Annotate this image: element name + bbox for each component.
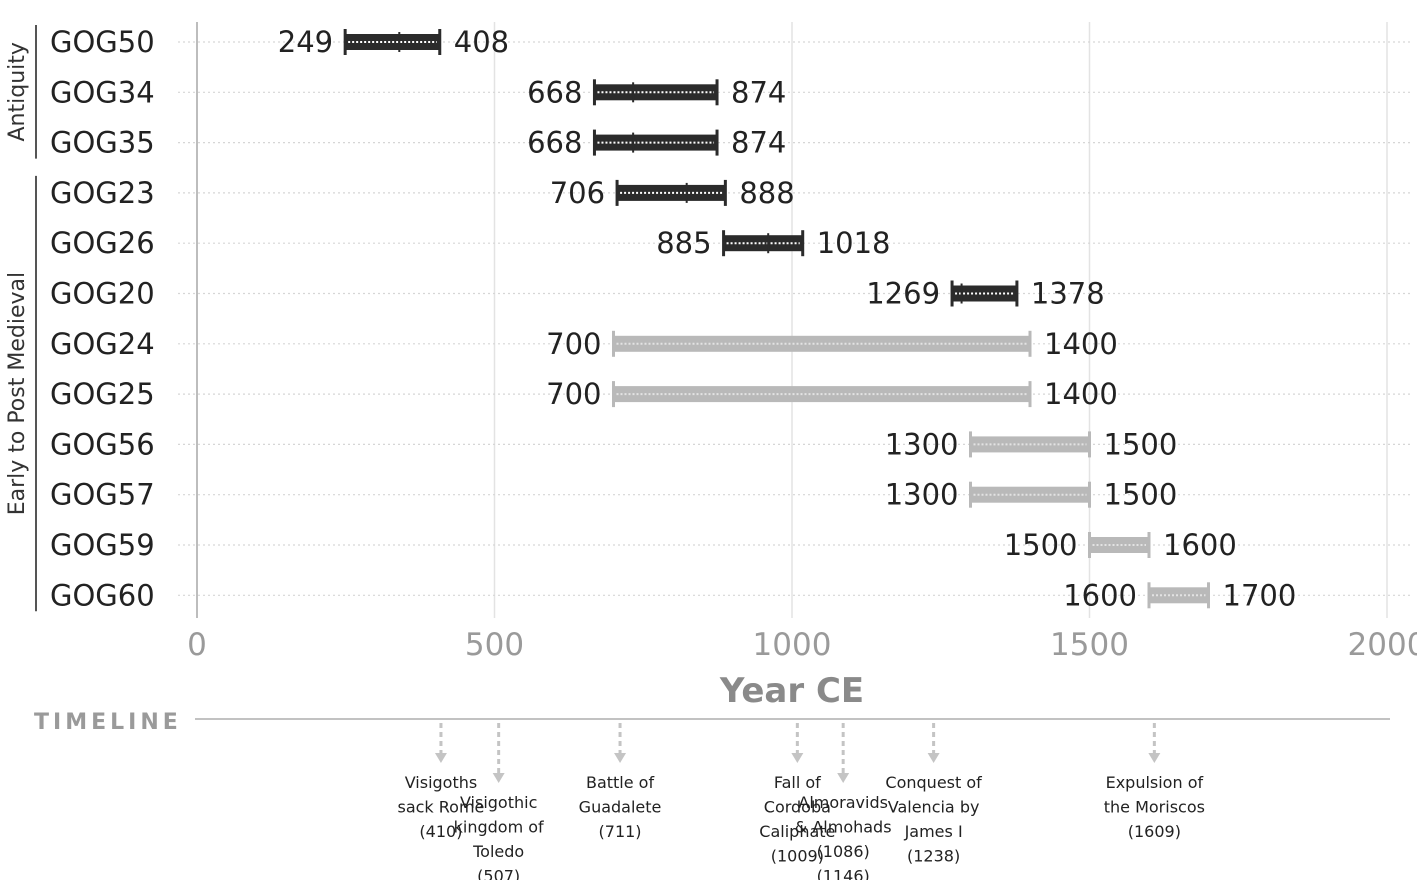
timeline-event-text: (711) xyxy=(599,822,642,841)
row-label: GOG59 xyxy=(50,528,155,562)
timeline-event-text: Visigothic xyxy=(460,793,537,812)
range-end-label: 874 xyxy=(731,126,786,160)
range-end-label: 1700 xyxy=(1223,578,1297,612)
range-bar xyxy=(594,134,718,151)
range-end-label: 1600 xyxy=(1163,528,1237,562)
timeline-arrowhead xyxy=(791,753,804,763)
timeline-event-text: Toledo xyxy=(472,842,524,861)
range-start-label: 1500 xyxy=(1004,528,1078,562)
row-label: GOG25 xyxy=(50,377,155,411)
range-end-label: 1400 xyxy=(1044,377,1118,411)
timeline-event-text: Expulsion of xyxy=(1106,773,1204,792)
row-label: GOG26 xyxy=(50,226,155,260)
timeline-event-text: kingdom of xyxy=(454,818,544,837)
timeline-event-text: the Moriscos xyxy=(1104,798,1205,817)
range-start-label: 1300 xyxy=(885,427,959,461)
range-end-label: 1018 xyxy=(817,226,891,260)
range-end-label: 888 xyxy=(739,176,794,210)
timeline-arrowhead xyxy=(837,773,850,783)
x-tick-label: 500 xyxy=(465,627,524,663)
timeline-event-text: Visigoths xyxy=(405,773,478,792)
timeline-event-text: Battle of xyxy=(586,773,654,792)
row-label: GOG35 xyxy=(50,126,155,160)
range-start-label: 1300 xyxy=(885,478,959,512)
range-start-label: 249 xyxy=(278,25,333,59)
range-bar xyxy=(617,184,726,201)
timeline-event-text: Almoravids xyxy=(798,793,888,812)
timeline-event-text: (507) xyxy=(477,867,520,880)
row-label: GOG50 xyxy=(50,25,155,59)
range-start-label: 706 xyxy=(550,176,605,210)
timeline-arrowhead xyxy=(1148,753,1161,763)
timeline-event-text: (1609) xyxy=(1128,822,1181,841)
row-label: GOG20 xyxy=(50,277,155,311)
x-tick-label: 2000 xyxy=(1348,627,1417,663)
range-start-label: 700 xyxy=(546,377,601,411)
range-bar xyxy=(594,84,718,101)
range-bar xyxy=(1089,537,1149,553)
range-end-label: 1500 xyxy=(1104,427,1178,461)
row-label: GOG23 xyxy=(50,176,155,210)
timeline-event-text: (1146) xyxy=(817,867,870,880)
timeline-event-text: Guadalete xyxy=(579,798,662,817)
row-label: GOG24 xyxy=(50,327,155,361)
range-start-label: 1269 xyxy=(866,277,940,311)
timeline-event-text: James I xyxy=(904,822,963,841)
x-tick-label: 1000 xyxy=(753,627,832,663)
x-axis-label: Year CE xyxy=(719,671,864,711)
range-end-label: 1378 xyxy=(1031,277,1105,311)
range-bar xyxy=(1149,587,1209,604)
timeline-event-text: Valencia by xyxy=(888,798,980,817)
timeline-event-text: (410) xyxy=(419,822,462,841)
range-end-label: 1400 xyxy=(1044,327,1118,361)
range-start-label: 668 xyxy=(527,126,582,160)
timeline-event-text: Fall of xyxy=(774,773,821,792)
timeline-event-text: (1086) xyxy=(817,842,870,861)
timeline-arrowhead xyxy=(492,773,505,783)
row-label: GOG56 xyxy=(50,427,155,461)
timeline-event-text: Caliphate xyxy=(759,822,835,841)
x-tick-label: 1500 xyxy=(1050,627,1129,663)
row-label: GOG60 xyxy=(50,578,155,612)
timeline-event-text: Cordoba xyxy=(764,798,831,817)
range-end-label: 1500 xyxy=(1104,478,1178,512)
timeline-event-text: sack Rome xyxy=(397,798,484,817)
row-label: GOG57 xyxy=(50,478,155,512)
group-label: Antiquity xyxy=(5,42,30,141)
row-label: GOG34 xyxy=(50,75,155,109)
group-label: Early to Post Medieval xyxy=(5,272,30,515)
timeline-arrowhead xyxy=(434,753,447,763)
range-end-label: 408 xyxy=(454,25,509,59)
timeline-title: TIMELINE xyxy=(34,710,182,735)
range-end-label: 874 xyxy=(731,75,786,109)
range-start-label: 700 xyxy=(546,327,601,361)
timeline-event-text: Conquest of xyxy=(885,773,982,792)
timeline-event-text: & Almohads xyxy=(795,818,892,837)
timeline-event-text: (1009) xyxy=(771,847,824,866)
timeline-arrowhead xyxy=(927,753,940,763)
range-start-label: 1600 xyxy=(1063,578,1137,612)
x-tick-label: 0 xyxy=(187,627,207,663)
timeline-arrowhead xyxy=(614,753,627,763)
timeline-event-text: (1238) xyxy=(907,847,960,866)
range-start-label: 885 xyxy=(656,226,711,260)
range-start-label: 668 xyxy=(527,75,582,109)
